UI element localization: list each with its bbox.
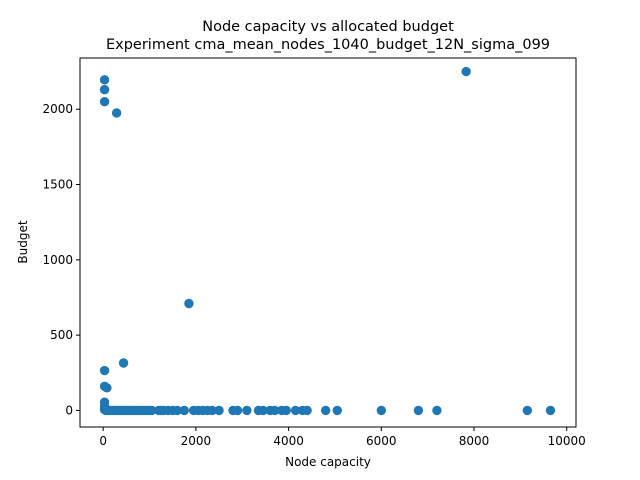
axes-frame <box>79 57 577 428</box>
x-tick-label: 2000 <box>181 434 212 448</box>
y-tick-label: 2000 <box>42 102 73 116</box>
data-point <box>258 405 268 416</box>
y-axis-ticks: 0 500 1000 1500 2000 <box>42 102 80 417</box>
data-point <box>413 405 424 416</box>
y-tick-label: 1500 <box>42 178 73 192</box>
data-point <box>320 405 331 416</box>
chart-subtitle: Experiment cma_mean_nodes_1040_budget_12… <box>106 37 550 53</box>
y-tick-label: 500 <box>50 328 73 342</box>
data-point <box>545 405 556 416</box>
data-point <box>214 405 224 416</box>
data-point <box>172 405 183 416</box>
x-tick-label: 8000 <box>459 434 490 448</box>
y-tick-label: 0 <box>65 403 73 417</box>
data-point <box>522 405 533 416</box>
x-tick-label: 4000 <box>273 434 304 448</box>
data-point <box>102 383 112 393</box>
data-point <box>99 75 110 85</box>
data-point <box>432 405 442 416</box>
data-point <box>461 66 471 77</box>
data-point <box>99 84 110 95</box>
data-point <box>184 298 194 309</box>
data-point <box>269 405 280 416</box>
x-tick-label: 10000 <box>548 434 586 448</box>
y-tick-label: 1000 <box>42 253 73 267</box>
data-point <box>242 405 252 416</box>
data-point <box>99 96 110 107</box>
plot-area <box>99 66 556 416</box>
y-axis-label: Budget <box>16 220 30 263</box>
data-point <box>302 405 312 416</box>
data-point <box>118 358 129 368</box>
x-axis-ticks: 0 2000 4000 6000 8000 10000 <box>99 427 586 448</box>
data-point <box>332 405 342 416</box>
data-point <box>376 405 387 416</box>
chart-title: Node capacity vs allocated budget <box>202 19 454 35</box>
data-point <box>281 405 291 416</box>
data-point <box>232 405 243 416</box>
data-point <box>207 405 217 416</box>
data-point <box>99 365 110 376</box>
data-point <box>179 405 189 416</box>
x-axis-label: Node capacity <box>285 455 371 469</box>
x-tick-label: 6000 <box>366 434 397 448</box>
data-point <box>147 405 157 416</box>
x-tick-label: 0 <box>99 434 107 448</box>
data-point <box>111 108 122 118</box>
data-point <box>290 405 301 416</box>
